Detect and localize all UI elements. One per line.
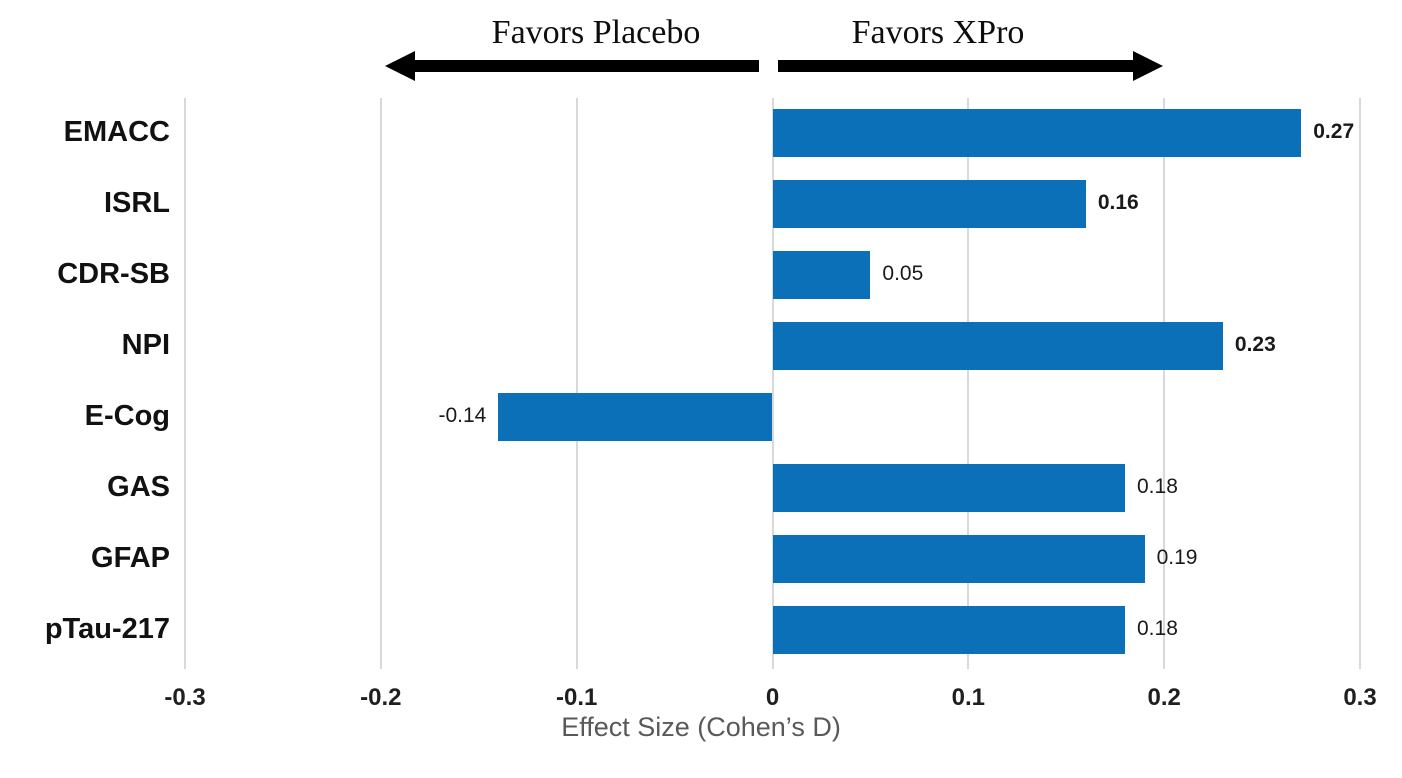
bar-value-label: 0.18	[1137, 616, 1178, 640]
bar	[772, 109, 1302, 158]
category-label: GAS	[107, 470, 170, 503]
gridline	[184, 98, 186, 669]
bar-value-label: 0.23	[1234, 333, 1276, 357]
gridline	[575, 98, 578, 669]
x-tick-label: 0.3	[1343, 684, 1377, 711]
bar-value-label: 0.19	[1156, 545, 1198, 569]
gridline	[1359, 98, 1361, 669]
bar	[772, 534, 1145, 583]
favors-xpro-arrow	[778, 51, 1163, 81]
gridline	[771, 98, 774, 669]
x-tick-label: 0	[765, 684, 780, 711]
bar	[772, 251, 871, 300]
arrow-left-head-icon	[385, 51, 415, 81]
favors-xpro-label: Favors XPro	[851, 14, 1025, 51]
bar	[772, 180, 1086, 229]
arrow-left-shaft	[411, 60, 759, 72]
x-tick-label: 0.2	[1147, 684, 1181, 711]
bar	[498, 392, 773, 441]
gridline	[1163, 98, 1166, 669]
favors-placebo-arrow	[385, 51, 759, 81]
category-label: CDR-SB	[57, 258, 170, 291]
bar	[772, 605, 1125, 654]
category-label: NPI	[121, 329, 170, 362]
bar-value-label: 0.18	[1137, 474, 1178, 498]
x-axis-title: Effect Size (Cohen’s D)	[561, 712, 841, 742]
favors-placebo-label: Favors Placebo	[491, 14, 701, 51]
bar	[772, 322, 1223, 371]
bar-value-label: 0.05	[882, 262, 924, 286]
category-label: ISRL	[103, 187, 170, 220]
bar	[772, 463, 1125, 512]
bar-value-label: 0.27	[1313, 120, 1355, 144]
x-tick-label: -0.2	[360, 684, 402, 711]
arrow-right-head-icon	[1133, 51, 1163, 81]
x-tick-label: -0.1	[555, 684, 598, 711]
category-label: pTau-217	[44, 612, 170, 645]
x-tick-label: -0.3	[164, 684, 206, 711]
bar-value-label: 0.16	[1097, 191, 1139, 215]
category-label: EMACC	[63, 116, 170, 149]
arrow-right-shaft	[778, 60, 1137, 72]
x-tick-label: 0.1	[951, 684, 986, 711]
gridline	[379, 98, 382, 669]
category-label: E-Cog	[84, 399, 170, 432]
bar-value-label: -0.14	[438, 403, 487, 427]
category-label: GFAP	[91, 541, 170, 574]
gridline	[967, 98, 970, 669]
